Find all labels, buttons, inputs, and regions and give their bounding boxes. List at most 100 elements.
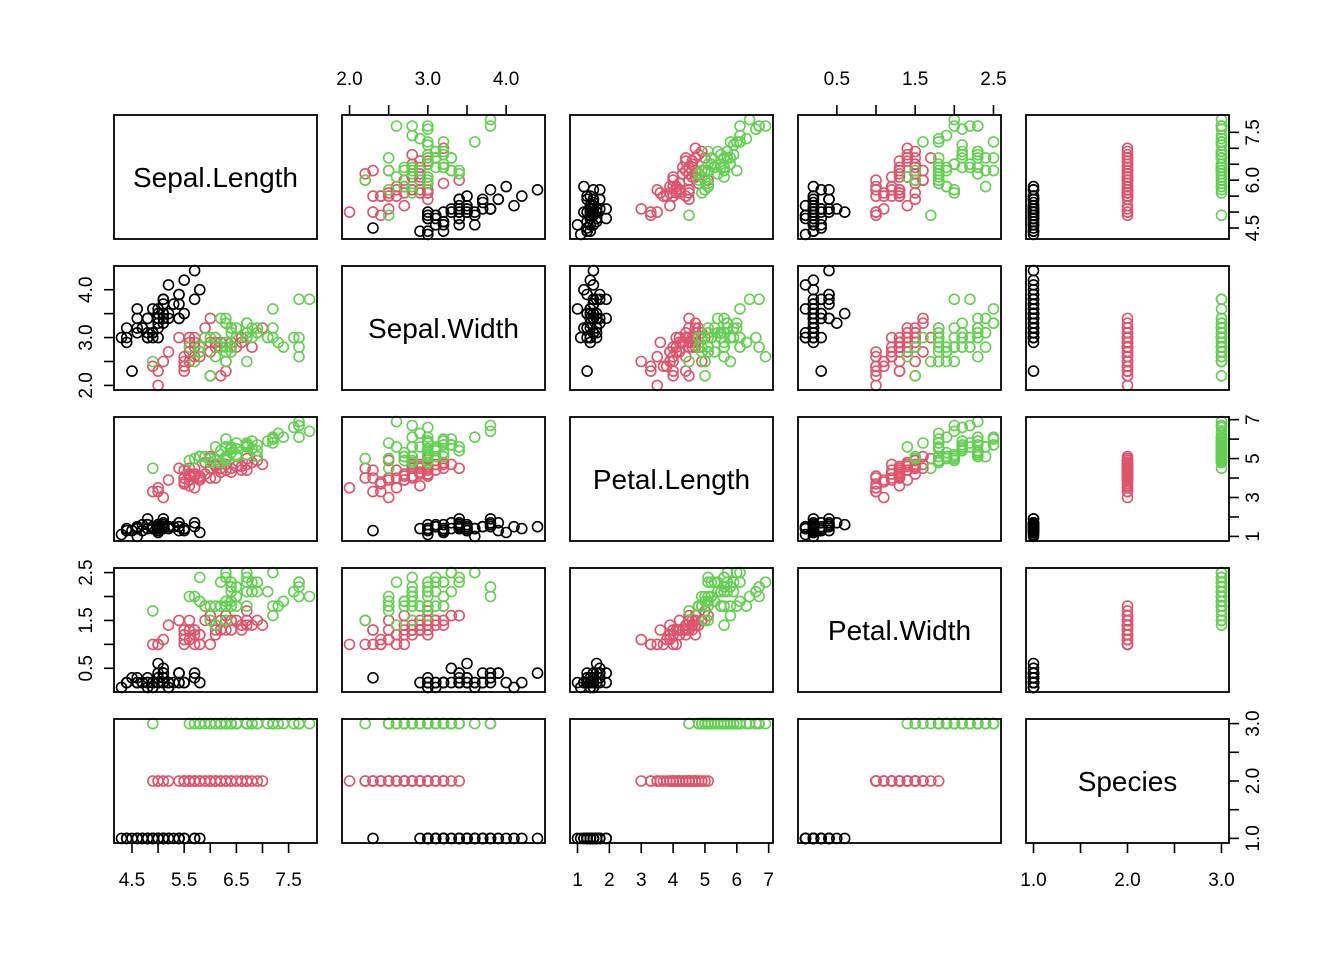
data-point — [230, 331, 243, 344]
data-point — [657, 360, 670, 373]
data-point — [1027, 317, 1040, 330]
data-point — [343, 481, 356, 494]
panel-frame — [341, 416, 546, 542]
panel-frame — [797, 114, 1002, 240]
data-point — [838, 206, 851, 218]
data-point — [705, 576, 718, 589]
data-point — [877, 775, 890, 787]
tick-label: 2.5 — [76, 559, 97, 585]
data-point — [390, 576, 403, 589]
data-point — [188, 470, 201, 482]
data-point — [492, 193, 505, 206]
data-point — [390, 120, 403, 132]
data-point — [971, 448, 984, 461]
data-point — [909, 152, 922, 164]
data-point — [461, 190, 473, 202]
data-point — [204, 331, 217, 344]
data-point — [1027, 671, 1040, 684]
data-point — [359, 717, 372, 730]
data-point — [147, 638, 159, 651]
data-point — [461, 518, 473, 531]
data-point — [584, 317, 597, 330]
data-point — [293, 576, 305, 589]
data-point — [367, 464, 379, 477]
panel-frame — [569, 567, 774, 693]
data-point — [971, 350, 984, 363]
tick-label: 0.5 — [824, 69, 850, 90]
data-point — [1121, 628, 1134, 641]
data-point — [870, 209, 882, 222]
data-point — [657, 638, 670, 651]
panel-Petal.Length-vs-Petal.Width — [569, 566, 774, 694]
data-point — [141, 331, 154, 344]
tick-label: 5 — [700, 870, 711, 891]
data-point — [673, 187, 686, 199]
data-point — [702, 158, 714, 170]
data-point — [940, 355, 953, 368]
data-point — [230, 590, 243, 603]
data-point — [948, 425, 961, 438]
data-point — [948, 113, 961, 126]
data-point — [584, 322, 597, 334]
data-point — [453, 168, 466, 180]
data-point — [705, 158, 718, 170]
data-point — [584, 190, 597, 202]
tick-label: 1.5 — [902, 69, 928, 90]
data-point — [406, 120, 419, 132]
data-point — [917, 136, 929, 148]
data-point — [437, 206, 450, 218]
panel-Petal.Width-vs-Petal.Length — [797, 415, 1002, 543]
data-point — [734, 120, 746, 132]
data-point — [1215, 177, 1228, 190]
data-point — [1215, 303, 1228, 315]
data-point — [390, 619, 403, 632]
data-point — [838, 518, 851, 531]
data-point — [901, 171, 914, 183]
data-point — [885, 184, 898, 196]
data-point — [721, 152, 734, 164]
data-point — [1215, 312, 1228, 325]
data-point — [414, 775, 426, 787]
data-point — [468, 431, 481, 444]
data-point — [654, 624, 667, 636]
data-point — [581, 365, 593, 377]
data-point — [267, 566, 279, 579]
data-point — [571, 303, 584, 315]
data-point — [343, 206, 356, 218]
data-point — [1121, 470, 1134, 482]
data-point — [167, 676, 180, 689]
data-point — [194, 450, 206, 463]
data-point — [267, 331, 279, 344]
data-point — [893, 164, 906, 177]
data-point — [909, 458, 922, 471]
data-point — [241, 355, 253, 368]
data-point — [468, 717, 481, 730]
data-point — [382, 209, 395, 222]
data-point — [437, 576, 450, 589]
panel-Petal.Width-vs-Sepal.Width — [797, 264, 1002, 392]
data-point — [971, 326, 984, 339]
data-point — [885, 775, 898, 787]
data-point — [167, 298, 180, 310]
data-point — [120, 322, 133, 334]
data-point — [246, 341, 258, 353]
data-point — [241, 614, 253, 627]
data-point — [670, 184, 683, 196]
data-point — [445, 206, 458, 218]
panel-frame — [113, 114, 318, 240]
data-point — [727, 148, 740, 161]
data-point — [924, 462, 937, 475]
data-point — [453, 444, 466, 457]
data-point — [178, 478, 190, 490]
data-point — [815, 212, 828, 225]
data-point — [971, 312, 984, 325]
data-point — [971, 331, 984, 344]
data-point — [1121, 148, 1134, 161]
data-point — [702, 614, 714, 627]
data-point — [500, 180, 513, 193]
data-point — [406, 595, 419, 608]
data-point — [382, 164, 395, 177]
data-point — [948, 158, 961, 170]
data-point — [956, 317, 969, 330]
data-point — [293, 419, 305, 432]
